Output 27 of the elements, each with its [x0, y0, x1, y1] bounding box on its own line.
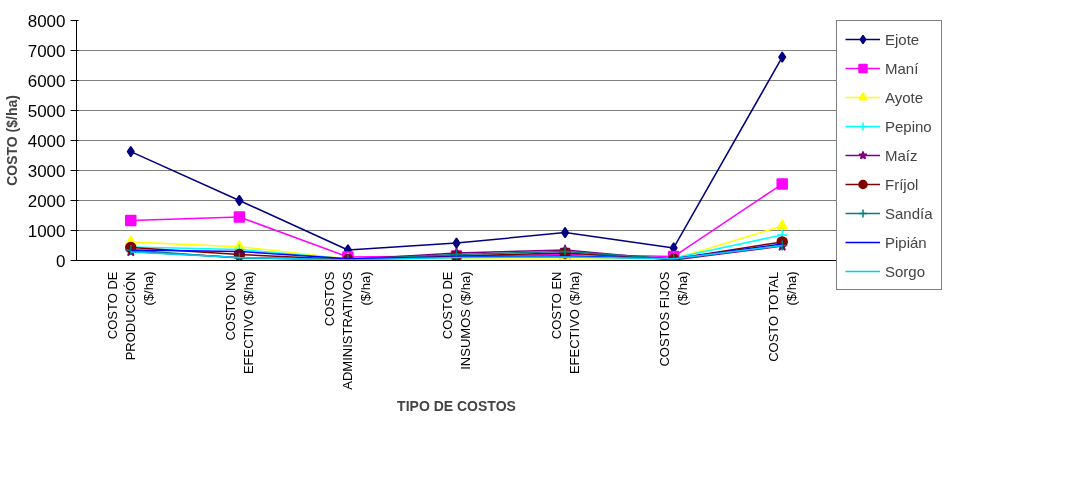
legend-label: Maíz [885, 146, 918, 164]
x-tick-label: COSTO NO EFECTIVO ($/ha) [222, 271, 256, 375]
x-tick-label: COSTO DE PRODUCCIÓN ($/ha) [105, 271, 157, 361]
y-tick-label: 0 [56, 251, 66, 271]
y-tick-label: 8000 [27, 11, 66, 31]
x-tick-label: COSTO EN EFECTIVO ($/ha) [548, 271, 582, 375]
x-tick-label: COSTOS ADMINISTRATIVOS ($/ha) [322, 271, 374, 390]
x-axis-title: TIPO DE COSTOS [397, 397, 516, 414]
x-tick-label: COSTO TOTAL ($/ha) [765, 271, 799, 362]
y-tick-label: 4000 [27, 131, 66, 151]
legend-label: Sorgo [885, 262, 926, 280]
y-axis-title: COSTO ($/ha) [3, 95, 20, 186]
legend-label: Sandía [885, 204, 933, 222]
y-tick-label: 5000 [27, 101, 66, 121]
y-tick-label: 1000 [27, 221, 66, 241]
y-tick-label: 2000 [27, 191, 66, 211]
legend-label: Ejote [885, 30, 920, 48]
x-tick-label: COSTO DE INSUMOS ($/ha) [440, 271, 473, 370]
legend-label: Maní [885, 59, 919, 77]
y-tick-label: 7000 [27, 41, 66, 61]
x-tick-label: COSTOS FIJOS ($/ha) [657, 271, 691, 367]
legend-label: Ayote [885, 88, 924, 106]
legend-label: Pepino [885, 117, 932, 135]
legend-label: Pipián [885, 233, 927, 251]
legend-label: Fríjol [885, 175, 919, 193]
y-tick-label: 3000 [27, 161, 66, 181]
y-tick-label: 6000 [27, 71, 66, 91]
